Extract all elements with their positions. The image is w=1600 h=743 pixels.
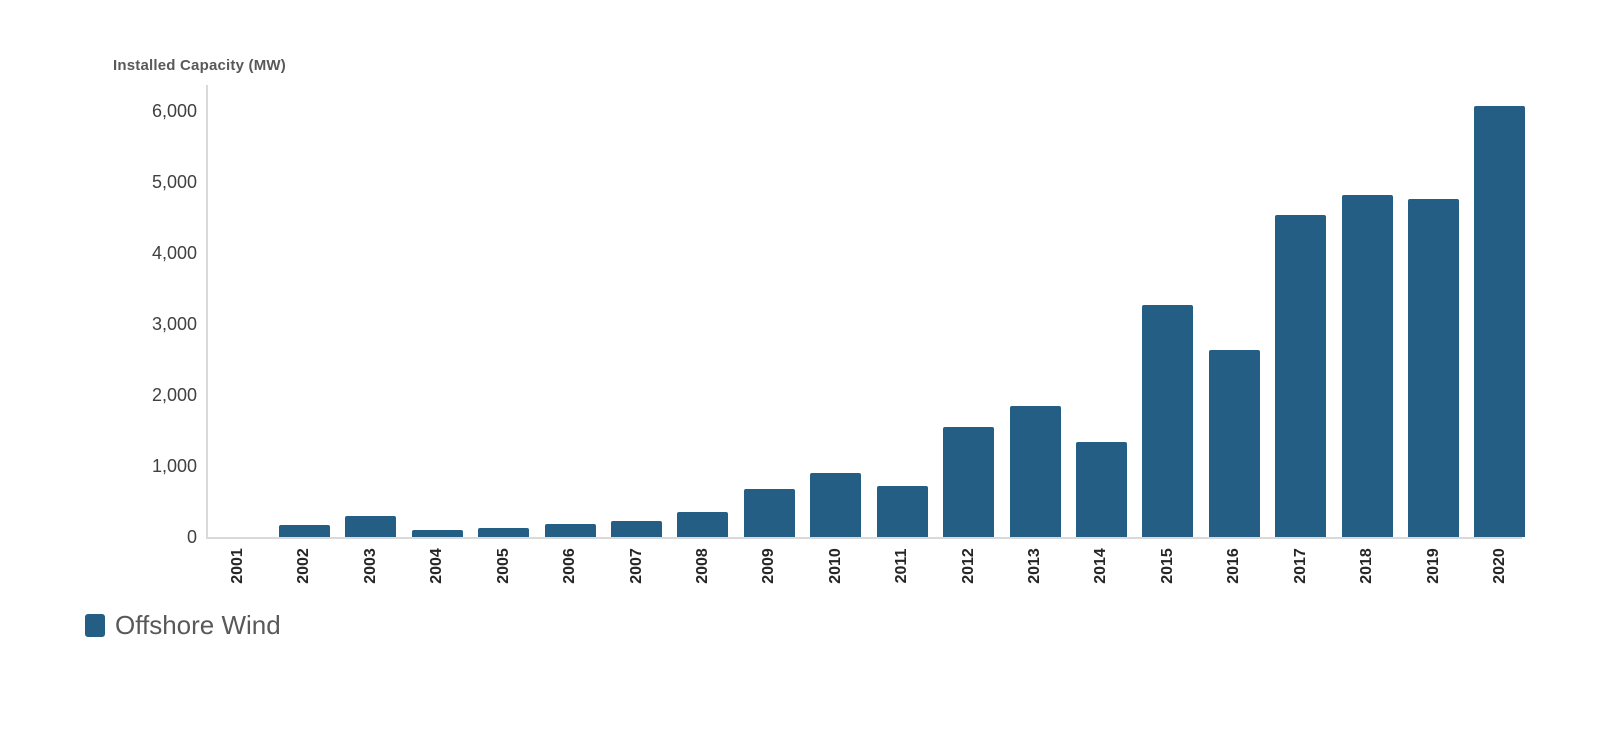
x-tick-label-2017: 2017 — [1291, 548, 1309, 584]
x-tick-label-2004: 2004 — [428, 548, 446, 584]
x-tick-label-2013: 2013 — [1026, 548, 1044, 584]
bar-2007 — [611, 521, 663, 537]
legend-label: Offshore Wind — [115, 610, 281, 640]
y-tick-label: 3,000 — [151, 314, 197, 334]
bar-2016 — [1208, 350, 1260, 537]
x-tick-label-2010: 2010 — [826, 548, 844, 584]
x-tick-label-2016: 2016 — [1225, 548, 1243, 584]
legend-swatch-icon — [85, 614, 105, 637]
bar-2015 — [1142, 305, 1194, 537]
bar-2017 — [1275, 215, 1327, 537]
bar-2011 — [876, 486, 928, 537]
y-tick-label: 5,000 — [151, 172, 197, 192]
x-tick-label-2015: 2015 — [1158, 548, 1176, 584]
y-tick-label: 4,000 — [151, 243, 197, 263]
x-tick-label-2011: 2011 — [893, 548, 911, 584]
x-tick-label-2020: 2020 — [1490, 548, 1508, 584]
x-tick-label-2018: 2018 — [1358, 548, 1376, 584]
y-tick-label: 6,000 — [151, 101, 197, 121]
bar-2006 — [544, 524, 596, 537]
bar-2002 — [278, 525, 330, 537]
bar-2009 — [743, 489, 795, 537]
bar-2018 — [1341, 195, 1393, 537]
x-tick-label-2009: 2009 — [760, 548, 778, 584]
x-axis-line — [206, 537, 1522, 539]
bar-2003 — [345, 516, 397, 537]
x-tick-label-2003: 2003 — [361, 548, 379, 584]
bar-2020 — [1474, 106, 1526, 537]
bar-2013 — [1009, 406, 1061, 537]
y-tick-label: 1,000 — [151, 456, 197, 476]
x-tick-label-2019: 2019 — [1424, 548, 1442, 584]
x-tick-label-2006: 2006 — [561, 548, 579, 584]
y-tick-label: 2,000 — [151, 385, 197, 405]
x-tick-label-2005: 2005 — [494, 548, 512, 584]
y-tick-label: 0 — [186, 527, 197, 547]
x-tick-label-2008: 2008 — [693, 548, 711, 584]
x-tick-label-2007: 2007 — [627, 548, 645, 584]
bar-2005 — [478, 528, 530, 537]
bar-2019 — [1408, 199, 1460, 537]
bar-2008 — [677, 512, 729, 537]
x-tick-label-2002: 2002 — [295, 548, 313, 584]
x-tick-label-2012: 2012 — [959, 548, 977, 584]
bar-2014 — [1075, 442, 1127, 537]
legend: Offshore Wind — [85, 610, 281, 641]
x-tick-label-2014: 2014 — [1092, 548, 1110, 584]
x-tick-label-2001: 2001 — [229, 548, 246, 584]
bar-2010 — [810, 473, 862, 537]
bar-2004 — [411, 530, 463, 537]
chart-title: Installed Capacity (MW) — [113, 57, 286, 74]
bar-2012 — [943, 427, 995, 537]
y-axis-line — [206, 85, 208, 539]
